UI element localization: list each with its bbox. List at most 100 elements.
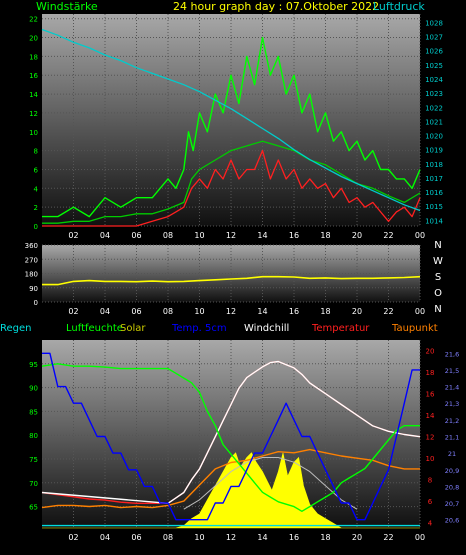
x-tick-label: 10 (194, 307, 204, 316)
y-tick-label: 85 (29, 408, 38, 416)
y-tick-label: 1021 (425, 118, 443, 126)
wind-axis-label: Windstärke (36, 0, 98, 13)
y-tick-label: 75 (29, 456, 38, 464)
x-tick-label: 20 (352, 533, 362, 542)
y-tick-label: 18 (29, 53, 38, 61)
x-tick-label: 22 (383, 533, 393, 542)
x-tick-label: 14 (257, 533, 267, 542)
x-tick-label: 02 (68, 533, 78, 542)
y-tick-label: 360 (25, 242, 38, 250)
y-tick-label: 20 (426, 348, 435, 356)
x-tick-label: 12 (226, 231, 236, 240)
y-tick-label: 0 (34, 223, 38, 231)
series-solar_max (183, 457, 358, 510)
x-tick-label: 22 (383, 307, 393, 316)
legend-entry: Windchill (244, 323, 289, 334)
series-windchill (41, 360, 421, 504)
y-tick-label: 1027 (425, 34, 443, 42)
y-tick-label: 18 (426, 369, 435, 377)
y-tick-label: 65 (29, 504, 38, 512)
climate-series (41, 352, 421, 529)
x-tick-label: 16 (289, 231, 299, 240)
x-tick-label: 20 (352, 307, 362, 316)
y-tick-label: 20,6 (445, 517, 459, 525)
y-tick-label: 10 (29, 129, 38, 137)
pressure-axis-label: Luftdruck (373, 0, 425, 13)
y-tick-label: 270 (25, 256, 38, 264)
x-tick-label: 00 (415, 231, 425, 240)
y-tick-label: 12 (426, 434, 435, 442)
y-tick-label: 1026 (425, 48, 443, 56)
y-tick-label: 4 (428, 520, 433, 528)
y-tick-label: 16 (426, 391, 435, 399)
y-tick-label: 21,6 (445, 350, 459, 358)
y-tick-label: 80 (29, 432, 38, 440)
x-tick-label: 16 (289, 533, 299, 542)
legend-entry: Solar (120, 323, 146, 334)
x-tick-label: 12 (226, 307, 236, 316)
y-tick-label: 1020 (425, 133, 443, 141)
x-tick-label: 10 (194, 231, 204, 240)
y-tick-label: 6 (34, 166, 39, 174)
y-tick-label: 6 (428, 498, 433, 506)
x-tick-label: 00 (415, 533, 425, 542)
climate-ticks: 02 04 06 08 10 12 14 16 18 20 22 00 65 70 75 80 85 90 95 4 6… (29, 348, 459, 542)
y-tick-label: 21,3 (445, 400, 459, 408)
series-humidity (41, 363, 420, 512)
x-tick-label: 20 (352, 231, 362, 240)
y-tick-label: 4 (34, 185, 39, 193)
y-tick-label: 10 (426, 455, 435, 463)
y-tick-label: 8 (428, 477, 432, 485)
y-tick-label: 12 (29, 110, 38, 118)
legend-entry: Regen (0, 323, 32, 334)
direction-grid (42, 244, 421, 303)
y-tick-label: 14 (426, 412, 435, 420)
y-tick-label: 20,7 (445, 500, 459, 508)
wind-grid (42, 14, 421, 227)
x-tick-label: 18 (320, 533, 330, 542)
x-tick-label: 18 (320, 307, 330, 316)
x-tick-label: 08 (163, 231, 173, 240)
compass-label: S (435, 272, 441, 283)
y-tick-label: 21 (448, 450, 456, 458)
x-tick-label: 16 (289, 307, 299, 316)
legend-entry: Temp. 5cm (171, 323, 227, 334)
y-tick-label: 1023 (425, 90, 443, 98)
x-tick-label: 04 (100, 231, 110, 240)
x-tick-label: 06 (131, 231, 141, 240)
wind-series (41, 28, 421, 227)
x-tick-label: 08 (163, 307, 173, 316)
y-tick-label: 20,9 (445, 467, 459, 475)
x-tick-label: 04 (100, 533, 110, 542)
x-tick-label: 22 (383, 231, 393, 240)
x-tick-label: 12 (226, 533, 236, 542)
series-pressure (41, 28, 421, 212)
x-tick-label: 10 (194, 533, 204, 542)
x-tick-label: 14 (257, 231, 267, 240)
y-tick-label: 70 (29, 480, 38, 488)
compass-label: W (433, 256, 443, 267)
y-tick-label: 21,1 (445, 433, 459, 441)
y-tick-label: 8 (34, 148, 38, 156)
series-gust (42, 36, 421, 218)
y-tick-label: 1014 (425, 217, 443, 225)
x-tick-label: 04 (100, 307, 110, 316)
series-wind (42, 149, 421, 227)
y-tick-label: 1015 (425, 203, 443, 211)
y-tick-label: 180 (25, 271, 38, 279)
climate-chart: 02 04 06 08 10 12 14 16 18 20 22 00 65 70 75 80 85 90 95 4 6… (0, 323, 459, 542)
y-tick-label: 1018 (425, 161, 443, 169)
y-tick-label: 21,5 (445, 367, 459, 375)
x-tick-label: 18 (320, 231, 330, 240)
series-temp_5cm (42, 352, 420, 521)
x-tick-label: 14 (257, 307, 267, 316)
series-dewpoint (41, 448, 420, 509)
compass-label: N (434, 240, 441, 251)
series-wind_direction (42, 275, 421, 286)
x-tick-label: 00 (415, 307, 425, 316)
y-tick-label: 1025 (425, 62, 443, 70)
x-tick-label: 02 (68, 307, 78, 316)
